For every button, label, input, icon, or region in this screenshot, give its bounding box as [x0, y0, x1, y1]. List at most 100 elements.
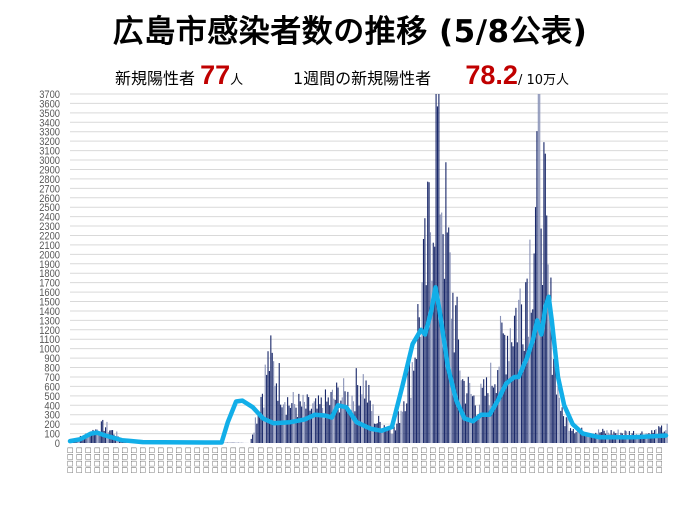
new-positive-value: 77 — [200, 60, 231, 90]
svg-text:□□□□: □□□□ — [401, 447, 409, 473]
page-title: 広島市感染者数の推移 (5/8公表) — [112, 14, 588, 50]
svg-text:□□□□: □□□□ — [247, 447, 255, 473]
svg-text:□□□□: □□□□ — [166, 447, 174, 473]
svg-text:□□□□: □□□□ — [139, 447, 147, 473]
svg-text:3000: 3000 — [39, 155, 60, 167]
svg-text:□□□□: □□□□ — [84, 447, 92, 473]
svg-text:3100: 3100 — [39, 146, 60, 158]
weekly-positive-summary: 1週間の新規陽性者 78.2/ 10万人 — [293, 60, 569, 91]
svg-text:500: 500 — [44, 391, 60, 403]
svg-text:2500: 2500 — [39, 202, 60, 214]
svg-text:1100: 1100 — [39, 334, 60, 346]
svg-text:1600: 1600 — [39, 287, 60, 299]
svg-text:3600: 3600 — [39, 98, 60, 110]
svg-text:□□□□: □□□□ — [356, 447, 364, 473]
svg-text:3300: 3300 — [39, 127, 60, 139]
svg-text:□□□□: □□□□ — [383, 447, 391, 473]
weekly-positive-label: 1週間の新規陽性者 — [293, 69, 432, 88]
svg-text:□□□□: □□□□ — [573, 447, 581, 473]
svg-text:□□□□: □□□□ — [419, 447, 427, 473]
new-positive-summary: 新規陽性者 77人 — [115, 60, 243, 91]
svg-text:3700: 3700 — [39, 89, 60, 101]
svg-text:□□□□: □□□□ — [438, 447, 446, 473]
svg-text:□□□□: □□□□ — [148, 447, 156, 473]
x-axis-date-labels: □□□□ □□□□ □□□□ □□□□ □□□□ □□□□ □□□□ □□□□ □□□□ □□□□… — [66, 447, 663, 473]
svg-text:□□□□: □□□□ — [175, 447, 183, 473]
svg-text:1400: 1400 — [39, 306, 60, 318]
svg-text:2600: 2600 — [39, 193, 60, 205]
svg-text:□□□□: □□□□ — [564, 447, 572, 473]
svg-text:□□□□: □□□□ — [320, 447, 328, 473]
svg-text:0: 0 — [55, 438, 60, 450]
svg-text:900: 900 — [44, 353, 60, 365]
svg-text:□□□□: □□□□ — [474, 447, 482, 473]
svg-text:1000: 1000 — [39, 344, 60, 356]
svg-text:□□□□: □□□□ — [428, 447, 436, 473]
svg-text:□□□□: □□□□ — [120, 447, 128, 473]
svg-text:3200: 3200 — [39, 136, 60, 148]
svg-text:□□□□: □□□□ — [211, 447, 219, 473]
svg-text:□□□□: □□□□ — [157, 447, 165, 473]
svg-text:3400: 3400 — [39, 117, 60, 129]
svg-text:□□□□: □□□□ — [610, 447, 618, 473]
new-positive-label: 新規陽性者 — [115, 69, 196, 88]
svg-text:2100: 2100 — [39, 240, 60, 252]
svg-text:□□□□: □□□□ — [202, 447, 210, 473]
svg-text:□□□□: □□□□ — [646, 447, 654, 473]
svg-text:□□□□: □□□□ — [284, 447, 292, 473]
svg-text:□□□□: □□□□ — [410, 447, 418, 473]
svg-text:2200: 2200 — [39, 230, 60, 242]
svg-text:700: 700 — [44, 372, 60, 384]
svg-text:□□□□: □□□□ — [447, 447, 455, 473]
svg-text:100: 100 — [44, 429, 60, 441]
seven-day-average-line — [67, 285, 669, 445]
svg-text:□□□□: □□□□ — [619, 447, 627, 473]
svg-text:1800: 1800 — [39, 268, 60, 280]
svg-text:□□□□: □□□□ — [66, 447, 74, 473]
svg-text:2700: 2700 — [39, 183, 60, 195]
svg-text:□□□□: □□□□ — [537, 447, 545, 473]
svg-text:□□□□: □□□□ — [628, 447, 636, 473]
svg-text:□□□□: □□□□ — [220, 447, 228, 473]
svg-text:1900: 1900 — [39, 259, 60, 271]
svg-text:□□□□: □□□□ — [392, 447, 400, 473]
svg-text:□□□□: □□□□ — [347, 447, 355, 473]
svg-text:800: 800 — [44, 363, 60, 375]
svg-text:□□□□: □□□□ — [519, 447, 527, 473]
svg-text:□□□□: □□□□ — [193, 447, 201, 473]
svg-text:□□□□: □□□□ — [365, 447, 373, 473]
svg-text:□□□□: □□□□ — [93, 447, 101, 473]
svg-text:2000: 2000 — [39, 249, 60, 261]
svg-text:□□□□: □□□□ — [555, 447, 563, 473]
svg-text:□□□□: □□□□ — [601, 447, 609, 473]
y-axis-labels: 0100200300400500600700800900100011001200… — [39, 89, 60, 450]
svg-text:200: 200 — [44, 419, 60, 431]
svg-text:□□□□: □□□□ — [492, 447, 500, 473]
chart-gridlines — [70, 93, 668, 435]
svg-text:400: 400 — [44, 400, 60, 412]
svg-text:□□□□: □□□□ — [75, 447, 83, 473]
svg-text:□□□□: □□□□ — [592, 447, 600, 473]
svg-text:2900: 2900 — [39, 164, 60, 176]
svg-text:□□□□: □□□□ — [311, 447, 319, 473]
svg-text:□□□□: □□□□ — [265, 447, 273, 473]
svg-text:1500: 1500 — [39, 297, 60, 309]
svg-text:□□□□: □□□□ — [338, 447, 346, 473]
svg-text:□□□□: □□□□ — [637, 447, 645, 473]
svg-text:□□□□: □□□□ — [229, 447, 237, 473]
svg-text:□□□□: □□□□ — [238, 447, 246, 473]
svg-text:□□□□: □□□□ — [501, 447, 509, 473]
svg-text:□□□□: □□□□ — [546, 447, 554, 473]
svg-text:□□□□: □□□□ — [274, 447, 282, 473]
svg-text:□□□□: □□□□ — [483, 447, 491, 473]
svg-text:□□□□: □□□□ — [102, 447, 110, 473]
svg-text:□□□□: □□□□ — [583, 447, 591, 473]
weekly-positive-value: 78.2 — [465, 60, 518, 90]
svg-text:2800: 2800 — [39, 174, 60, 186]
daily-cases-bars — [70, 94, 668, 444]
svg-text:1200: 1200 — [39, 325, 60, 337]
svg-text:□□□□: □□□□ — [456, 447, 464, 473]
svg-text:□□□□: □□□□ — [111, 447, 119, 473]
svg-text:□□□□: □□□□ — [655, 447, 663, 473]
svg-text:□□□□: □□□□ — [302, 447, 310, 473]
